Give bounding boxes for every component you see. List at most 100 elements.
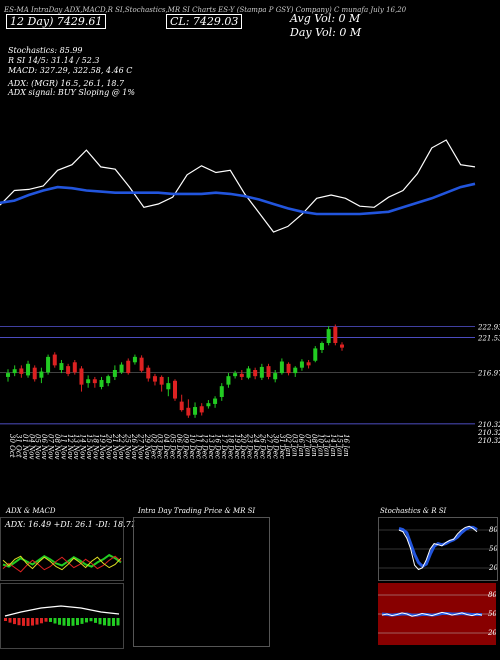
date-label: 11 Dec xyxy=(194,434,202,459)
candle-body xyxy=(59,363,64,370)
candle-body xyxy=(126,360,131,374)
candle-body xyxy=(173,380,177,399)
rsi-tick-80: 80 xyxy=(488,591,496,599)
candle-body xyxy=(112,370,117,377)
macd-histogram-bar xyxy=(116,618,120,626)
candle-body xyxy=(26,363,31,376)
date-label: 10 Jan xyxy=(316,434,324,457)
candle-body xyxy=(293,367,298,374)
price-tick-label: 222.93 xyxy=(477,324,500,332)
candle-body xyxy=(139,357,144,371)
macd-histogram-bar xyxy=(98,618,102,625)
date-label: 02 Jan xyxy=(284,434,292,457)
date-label: 26 Dec xyxy=(259,433,267,459)
candle-body xyxy=(79,368,84,385)
candle-body xyxy=(206,403,211,407)
candle-body xyxy=(46,356,51,373)
date-label: 02 Dec xyxy=(149,434,157,459)
macd-histogram xyxy=(4,618,120,626)
macd-histogram-bar xyxy=(94,618,97,623)
date-label: 13 Dec xyxy=(207,434,215,459)
candle-body xyxy=(313,348,318,361)
date-label: 01 Nov xyxy=(21,434,29,459)
macd-histogram-bar xyxy=(4,618,7,621)
rsi-tick-20: 20 xyxy=(487,629,496,637)
macd-histogram-bar xyxy=(85,618,88,623)
price-tick-label: 221.53 xyxy=(477,334,500,342)
chart-header-line: ES-MA IntraDay ADX,MACD,R SI,Stochastics… xyxy=(4,6,407,14)
candle-body xyxy=(266,366,271,377)
candle-body xyxy=(166,383,171,390)
macd-histogram-bar xyxy=(40,618,43,624)
date-label: 12 Dec xyxy=(201,434,209,459)
candle-body xyxy=(19,368,24,374)
candle-body xyxy=(299,361,304,368)
price-box: 12 Day) 7429.61 xyxy=(6,14,107,29)
macd-histogram-bar xyxy=(67,618,70,626)
candle-body xyxy=(66,366,71,374)
date-label: 18 Nov xyxy=(92,434,100,459)
date-label: 15 Nov xyxy=(85,434,93,459)
macd-histogram-bar xyxy=(89,618,93,622)
candle-body xyxy=(219,386,224,397)
price-tick-labels: 222.93221.53216.97210.32210.32210.32 xyxy=(477,324,500,445)
intraday-title: Intra Day Trading Price & MR SI xyxy=(138,507,256,515)
adx-signal: ADX signal: BUY Sloping @ 1% xyxy=(8,88,135,97)
candle-body xyxy=(146,367,151,379)
rsi-tick-50: 50 xyxy=(488,610,496,618)
date-label: 08 Nov xyxy=(53,434,61,459)
candle-body xyxy=(159,376,164,385)
date-label: 05 Dec xyxy=(169,434,177,459)
candle-body xyxy=(72,362,77,373)
candle-body xyxy=(279,361,284,374)
date-label: 27 Nov xyxy=(136,433,144,459)
date-label: 31 Dec xyxy=(278,434,286,459)
macd-histogram-bar xyxy=(17,618,21,626)
date-label: 13 Jan xyxy=(323,434,331,457)
candle-body xyxy=(179,401,184,411)
stochastics-panel: 80 50 20 xyxy=(378,517,498,581)
date-label: 25 Nov xyxy=(124,433,132,459)
candle-body xyxy=(86,379,91,384)
minus-di-series-line xyxy=(2,555,122,571)
candle-body xyxy=(152,376,157,382)
adx-value: ADX: (MGR) 16.5, 26.1, 18.7 xyxy=(8,79,125,88)
date-label: 22 Nov xyxy=(117,433,125,459)
date-label: 15 Jan xyxy=(336,434,344,457)
macd-histogram-bar xyxy=(8,618,12,623)
stochastics-fast-line xyxy=(398,525,478,571)
rsi-mini-chart: 80 50 20 xyxy=(378,591,496,637)
stoch-tick-80: 80 xyxy=(489,526,497,534)
avg-volume: Avg Vol: 0 M xyxy=(290,12,361,25)
stoch-tick-50: 50 xyxy=(489,545,497,553)
main-line-chart xyxy=(0,139,476,233)
date-label: 19 Nov xyxy=(98,434,106,459)
macd-histogram-bar xyxy=(35,618,39,625)
date-label: 16 Jan xyxy=(342,434,350,457)
rsi-panel: 80 50 20 xyxy=(378,583,496,645)
macd-histogram-bar xyxy=(103,618,106,626)
candle-body xyxy=(239,373,244,377)
date-label: 09 Dec xyxy=(181,434,189,459)
date-label: 14 Nov xyxy=(79,434,87,459)
average-line xyxy=(0,182,476,216)
rsi-value: R SI 14/5: 31.14 / 52.3 xyxy=(8,56,100,65)
candle-body xyxy=(6,373,10,377)
candle-body xyxy=(273,373,278,380)
date-label: 11 Nov xyxy=(59,434,67,459)
macd-line xyxy=(4,605,120,617)
candle-body xyxy=(132,356,137,363)
date-label: 06 Dec xyxy=(175,434,183,459)
macd-histogram-bar xyxy=(44,618,48,622)
candle-body xyxy=(259,366,264,378)
date-label: 05 Nov xyxy=(34,434,42,459)
candlestick-chart: 222.93221.53216.97210.32210.32210.32 30 … xyxy=(0,324,500,459)
price-tick-label: 216.97 xyxy=(477,370,500,378)
date-label: 18 Dec xyxy=(226,434,234,459)
candle-body xyxy=(52,354,57,366)
candle-body xyxy=(246,368,251,378)
date-label: 06 Jan xyxy=(297,434,305,457)
date-label: 29 Nov xyxy=(143,433,151,459)
candle-body xyxy=(286,363,291,374)
